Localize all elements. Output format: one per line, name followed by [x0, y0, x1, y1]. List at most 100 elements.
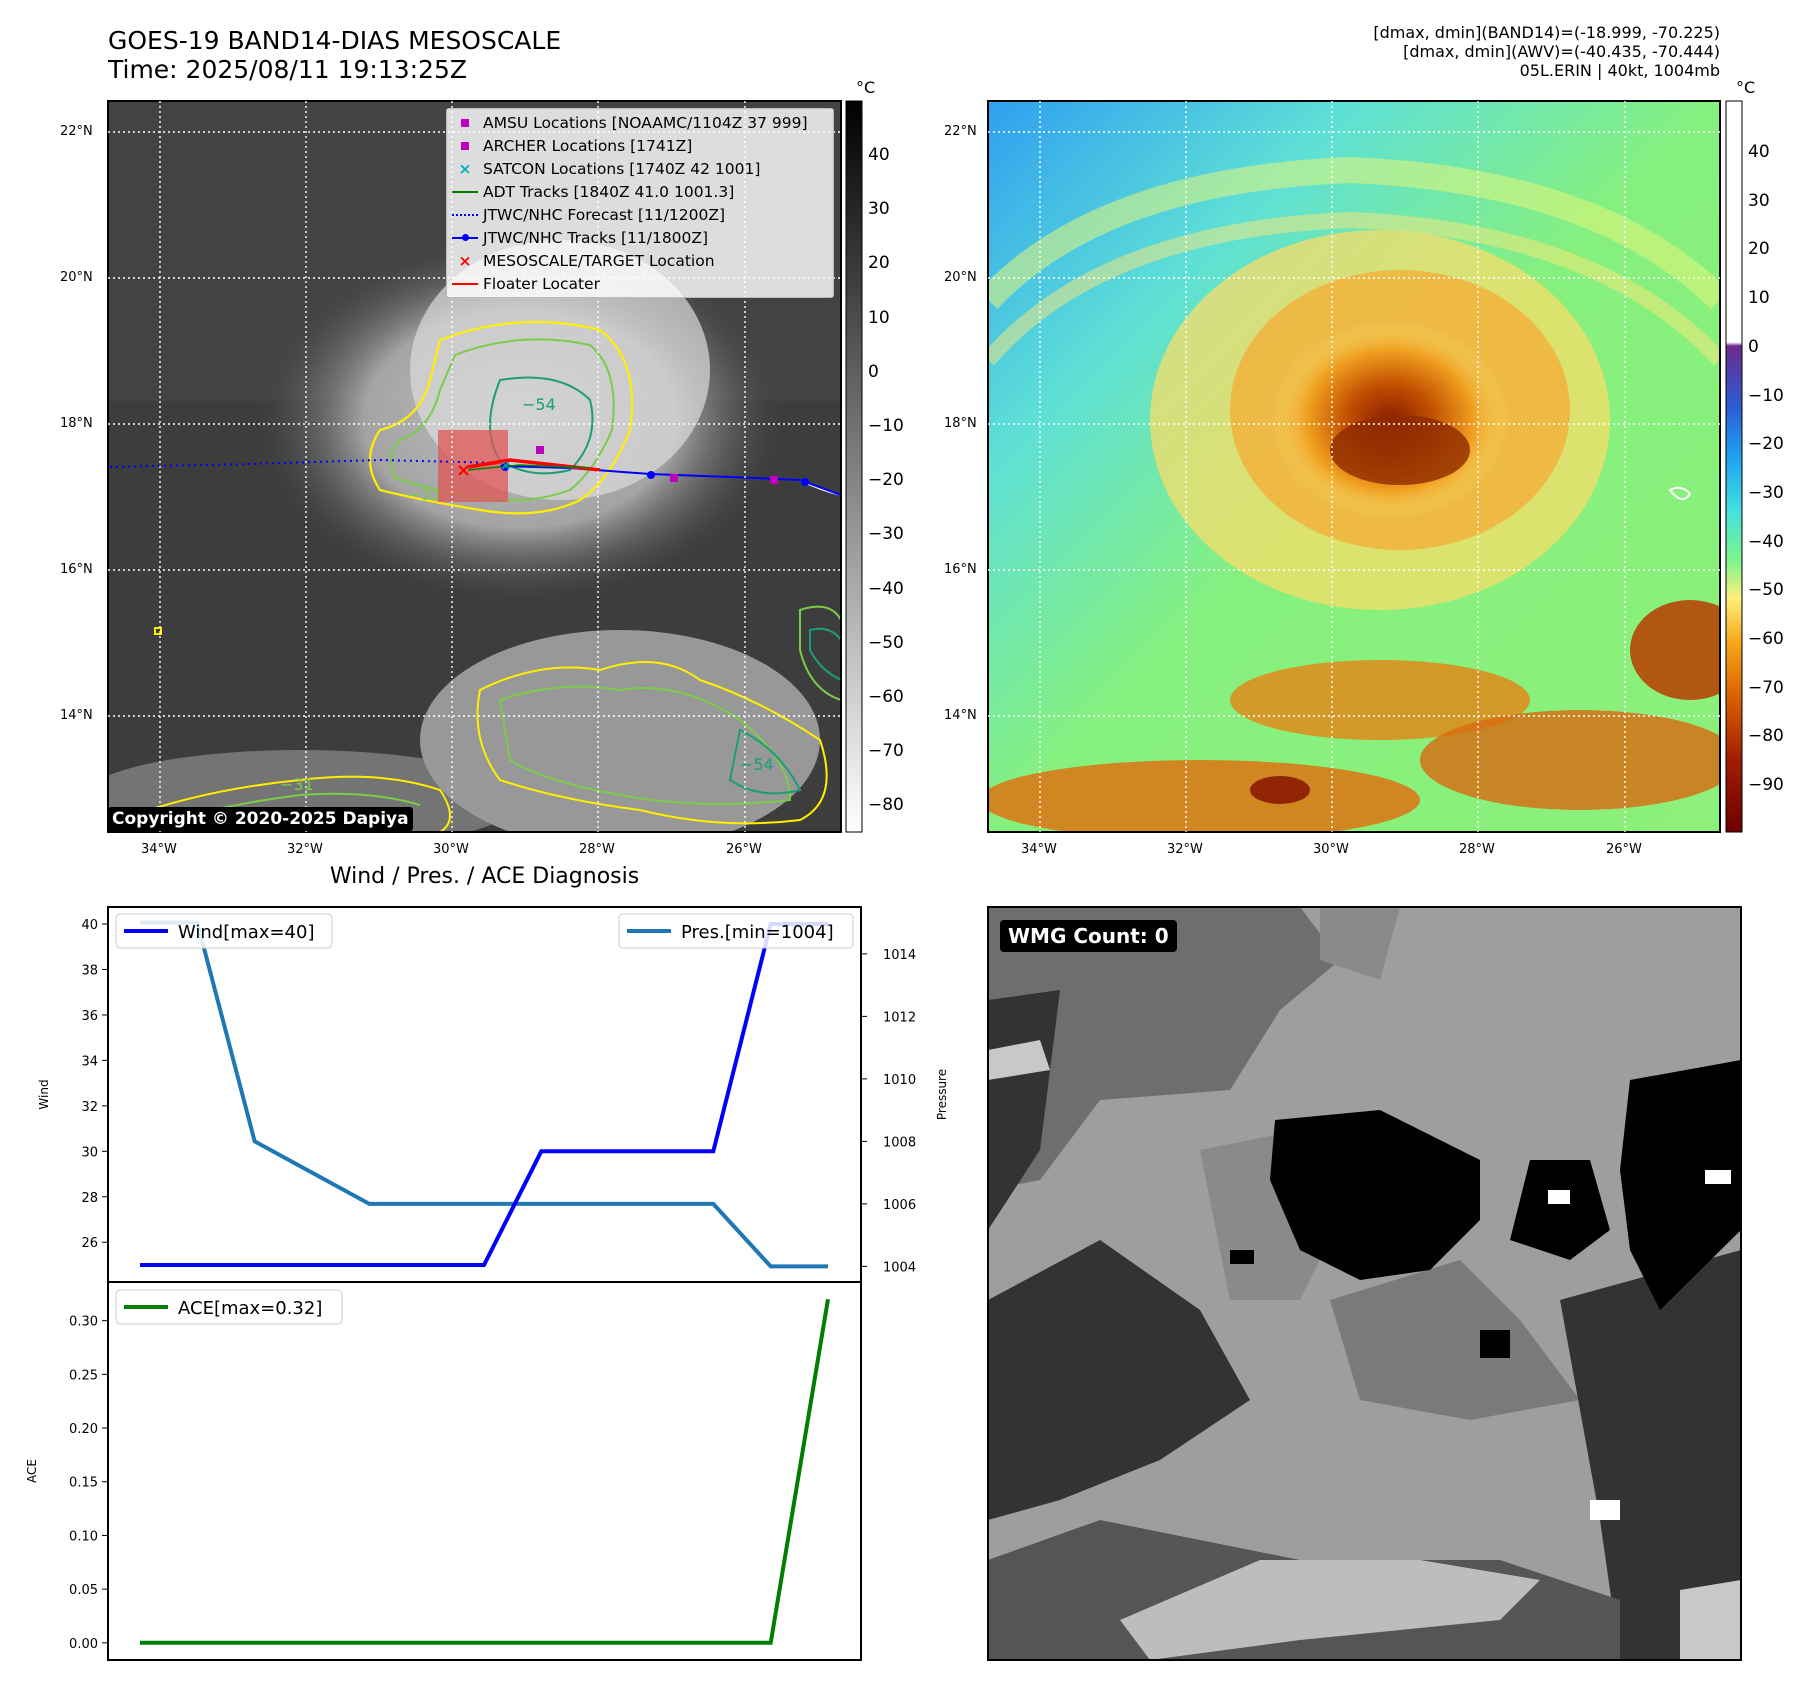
legend-row-target: × MESOSCALE/TARGET Location — [458, 251, 715, 270]
legend-label: ADT Tracks [1840Z 41.0 1001.3] — [483, 182, 735, 201]
legend-row-satcon: × SATCON Locations [1740Z 42 1001] — [458, 159, 761, 178]
colorbar-tick: 30 — [1748, 190, 1770, 211]
wind-tick-label: 32 — [81, 1100, 98, 1115]
wind-tick-label: 36 — [81, 1009, 98, 1024]
colorbar-tick: −50 — [868, 632, 904, 653]
lat-label: 20°N — [944, 270, 977, 285]
colorbar-tick: 0 — [868, 361, 879, 382]
wind-legend-label: Wind[max=40] — [178, 922, 315, 943]
legend-row-archer: ARCHER Locations [1741Z] — [447, 134, 833, 157]
colorbar-tick: 30 — [868, 199, 890, 220]
ace-tick-label: 0.10 — [69, 1529, 98, 1544]
legend-row-forecast: JTWC/NHC Forecast [11/1200Z] — [447, 203, 833, 226]
ace-tick-label: 0.30 — [69, 1315, 98, 1330]
colorbar-tick: 20 — [868, 253, 890, 274]
lat-label: 22°N — [60, 124, 93, 139]
colorbar-tick: −60 — [868, 687, 904, 707]
lat-label: 16°N — [944, 562, 977, 577]
ace-tick-label: 0.20 — [69, 1422, 98, 1437]
lat-label: 16°N — [60, 562, 93, 577]
pressure-legend-label: Pres.[min=1004] — [681, 922, 834, 943]
svg-text:×: × — [456, 460, 471, 481]
lon-label: 32°W — [1167, 842, 1203, 857]
svg-text:×: × — [500, 458, 512, 474]
lat-label: 20°N — [60, 270, 93, 285]
colorbar-tick: −60 — [1748, 629, 1784, 649]
ace-tick-label: 0.25 — [69, 1368, 98, 1383]
wind-series-line — [140, 922, 828, 1267]
info-line1: [dmax, dmin](BAND14)=(-18.999, -70.225) — [1373, 23, 1720, 42]
contour-label: −54 — [522, 395, 556, 414]
pressure-tick-label: 1008 — [883, 1135, 916, 1150]
lon-label: 28°W — [579, 842, 615, 857]
colorbar-tick: −10 — [868, 416, 904, 436]
lat-label: 18°N — [944, 416, 977, 431]
panel1-title-line1: GOES-19 BAND14-DIAS MESOSCALE — [108, 26, 562, 55]
colorbar-tick: −40 — [1748, 531, 1784, 552]
ace-legend-box — [115, 1289, 343, 1325]
pressure-series-line — [140, 920, 828, 1269]
wmg-image — [988, 907, 1741, 1660]
lon-label: 26°W — [726, 842, 762, 857]
pressure-tick-label: 1010 — [883, 1073, 916, 1088]
legend-row-tracks: JTWC/NHC Tracks [11/1800Z] — [447, 226, 833, 249]
colorbar-tick: −90 — [1748, 775, 1784, 796]
lat-label: 14°N — [944, 708, 977, 723]
lon-label: 34°W — [1021, 842, 1057, 857]
legend-label: AMSU Locations [NOAAMC/1104Z 37 999] — [483, 113, 808, 132]
map-legend: AMSU Locations [NOAAMC/1104Z 37 999] ARC… — [446, 108, 834, 298]
wind-legend-box — [115, 913, 333, 949]
ace-axes-frame — [107, 1281, 862, 1661]
wind-tick-label: 30 — [81, 1145, 98, 1160]
colorbar-tick: −70 — [1748, 677, 1784, 698]
wind-tick-label: 38 — [81, 964, 98, 979]
colorbar-tick: −30 — [1748, 482, 1784, 503]
colorbar-tick: −10 — [1748, 385, 1784, 406]
contour-label: −31 — [280, 775, 314, 794]
pressure-axis-label: Pressure — [935, 1069, 949, 1120]
lon-label: 30°W — [1313, 842, 1349, 857]
pressure-tick-label: 1014 — [883, 948, 916, 963]
legend-label: Floater Locater — [483, 274, 600, 293]
lat-label: 18°N — [60, 416, 93, 431]
colorbar-tick: −50 — [1748, 580, 1784, 601]
contour-label: −31 — [408, 485, 442, 504]
wind-tick-label: 26 — [81, 1236, 98, 1251]
ace-legend-label: ACE[max=0.32] — [178, 1298, 322, 1319]
colorbar-tick: 10 — [868, 307, 890, 328]
diagnosis-title: Wind / Pres. / ACE Diagnosis — [329, 864, 640, 889]
info-line3: 05L.ERIN | 40kt, 1004mb — [1519, 61, 1720, 80]
colorbar-tick: −20 — [1748, 434, 1784, 455]
panel2-info: [dmax, dmin](BAND14)=(-18.999, -70.225) … — [1373, 23, 1720, 80]
ace-series-line — [140, 1298, 830, 1645]
colorbar-tick: −80 — [1748, 726, 1784, 747]
p2-colorbar-unit: °C — [1736, 78, 1756, 97]
colorbar-tick: 20 — [1748, 239, 1770, 260]
colorbar-tick: 10 — [1748, 288, 1770, 309]
wind-tick-label: 28 — [81, 1191, 98, 1206]
panel1-title: GOES-19 BAND14-DIAS MESOSCALE Time: 2025… — [108, 26, 561, 84]
lon-label: 32°W — [287, 842, 323, 857]
colorbar-tick: −20 — [868, 470, 904, 491]
wind-axis-label: Wind — [37, 1079, 51, 1109]
pressure-tick-label: 1006 — [883, 1198, 916, 1213]
legend-label: SATCON Locations [1740Z 42 1001] — [483, 159, 761, 178]
pressure-tick-label: 1012 — [883, 1010, 916, 1025]
colorbar-tick: 40 — [1748, 142, 1770, 162]
legend-row-adt: ADT Tracks [1840Z 41.0 1001.3] — [447, 180, 833, 203]
ace-tick-label: 0.00 — [69, 1637, 98, 1652]
lon-label: 26°W — [1606, 842, 1642, 857]
ace-tick-label: 0.15 — [69, 1476, 98, 1491]
wind-axes-frame — [107, 906, 862, 1283]
legend-label: JTWC/NHC Forecast [11/1200Z] — [483, 205, 726, 224]
colorbar-tick: 0 — [1748, 336, 1759, 357]
pressure-tick-label: 1004 — [883, 1260, 916, 1275]
lon-label: 34°W — [141, 842, 177, 857]
pressure-legend-box — [618, 913, 854, 949]
colorbar-tick: 40 — [868, 145, 890, 165]
contour-label: −54 — [740, 755, 774, 774]
info-line2: [dmax, dmin](AWV)=(-40.435, -70.444) — [1403, 42, 1720, 61]
legend-row-amsu: AMSU Locations [NOAAMC/1104Z 37 999] — [447, 111, 833, 134]
colorbar-tick: −80 — [868, 795, 904, 816]
copyright-badge: Copyright © 2020-2025 Dapiya — [108, 807, 413, 831]
